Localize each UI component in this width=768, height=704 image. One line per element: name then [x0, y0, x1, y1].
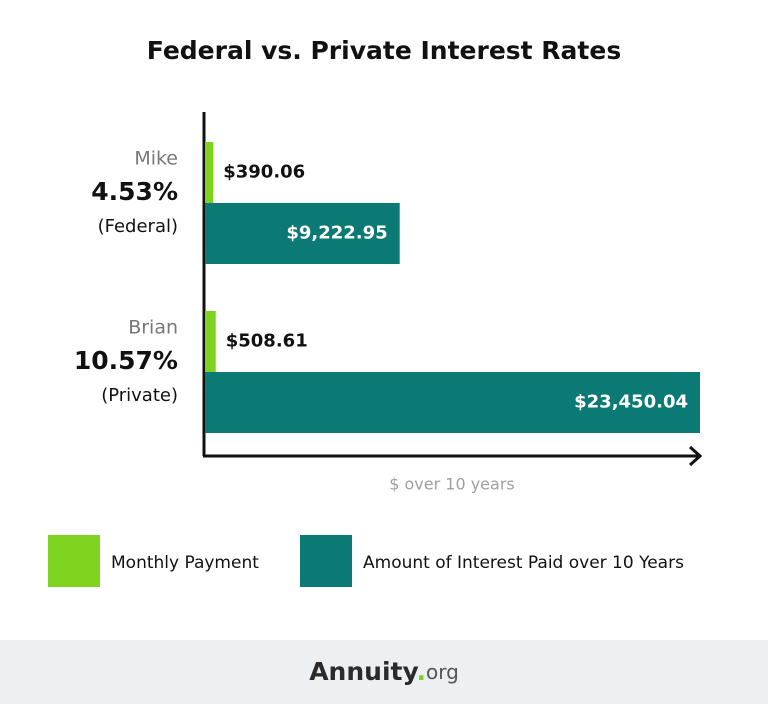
legend-label: Amount of Interest Paid over 10 Years	[363, 553, 684, 573]
x-axis-label: $ over 10 years	[389, 475, 515, 494]
brand: Annuity	[309, 657, 418, 686]
category-name: Brian	[128, 317, 178, 339]
value-label: $508.61	[226, 331, 308, 352]
bar	[205, 142, 214, 203]
category-name: Mike	[134, 148, 178, 170]
value-label: $390.06	[223, 162, 305, 183]
category-rate: 10.57%	[74, 346, 178, 375]
brand-dot: .	[416, 657, 426, 686]
legend-swatch	[300, 535, 352, 587]
bar	[205, 311, 216, 372]
footer-band	[0, 640, 768, 704]
chart-title: Federal vs. Private Interest Rates	[147, 36, 621, 65]
category-type: (Federal)	[98, 216, 178, 237]
footer-logo: Annuity.org	[309, 657, 459, 686]
bar	[205, 203, 400, 264]
bar	[205, 372, 700, 433]
value-label: $9,222.95	[286, 223, 387, 244]
brand-tld: org	[426, 660, 459, 684]
value-label: $23,450.04	[574, 392, 688, 413]
axis-arrow	[688, 445, 703, 467]
category-type: (Private)	[101, 385, 178, 406]
legend-swatch	[48, 535, 100, 587]
legend-label: Monthly Payment	[111, 553, 259, 573]
category-rate: 4.53%	[91, 177, 178, 206]
